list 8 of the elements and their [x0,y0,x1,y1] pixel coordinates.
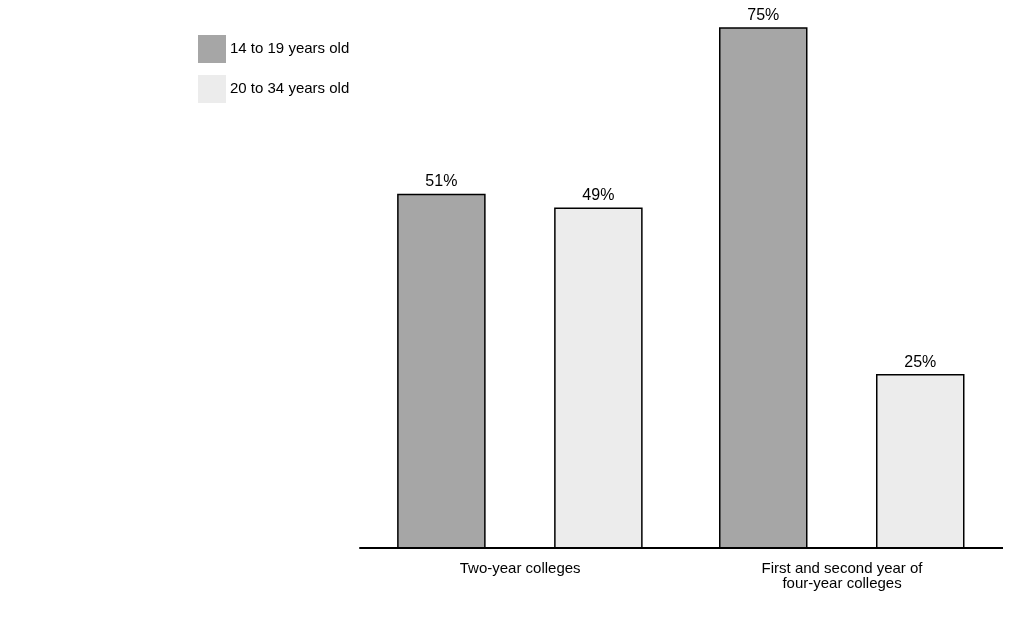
legend-label: 20 to 34 years old [230,79,350,96]
legend-label: 14 to 19 years old [230,39,350,56]
x-tick-label: Two-year colleges [459,558,581,576]
x-tick-label: First and second year of four-year colleges [761,558,924,591]
data-label: 51% [425,172,458,190]
data-label: 49% [582,186,615,204]
data-label: 75% [747,6,780,23]
data-label: 25% [904,352,937,370]
